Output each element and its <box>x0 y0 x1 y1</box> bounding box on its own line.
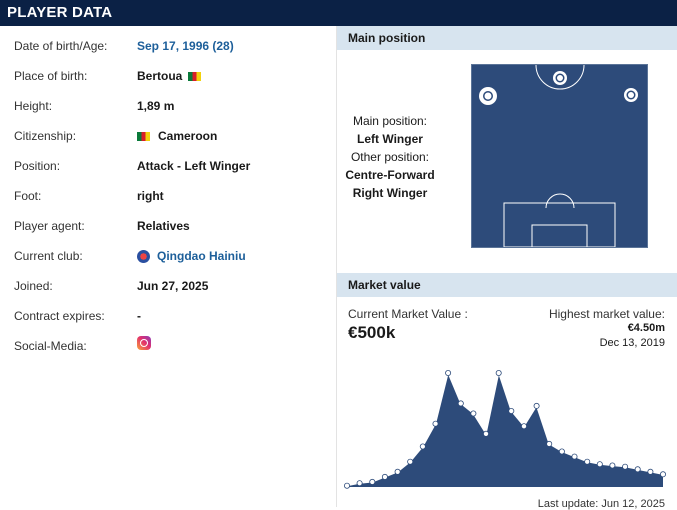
market-value-point[interactable] <box>381 473 388 480</box>
market-value-title: Market value <box>348 278 421 292</box>
info-row: Height: 1,89 m <box>0 91 336 121</box>
info-value-text: - <box>137 309 141 323</box>
info-label: Joined: <box>14 279 53 293</box>
info-value-text: Relatives <box>137 219 190 233</box>
market-value-point[interactable] <box>432 420 439 427</box>
main-position-value[interactable]: Left Winger <box>357 132 423 146</box>
info-value: right <box>137 189 164 203</box>
market-value-point[interactable] <box>407 458 414 465</box>
info-row: Player agent: Relatives <box>0 211 336 241</box>
market-value-point[interactable] <box>659 471 666 478</box>
info-label: Height: <box>14 99 53 113</box>
info-row: Joined: Jun 27, 2025 <box>0 271 336 301</box>
market-value-point[interactable] <box>445 369 452 376</box>
market-value-point[interactable] <box>546 440 553 447</box>
other-position-label: Other position: <box>350 150 430 164</box>
other-position-value[interactable]: Centre-Forward <box>345 168 435 182</box>
info-value-text: Attack - Left Winger <box>137 159 251 173</box>
info-value: Bertoua <box>137 69 202 83</box>
market-value-point[interactable] <box>470 410 477 417</box>
info-value <box>137 336 151 350</box>
market-value-point[interactable] <box>622 463 629 470</box>
info-label: Citizenship: <box>14 129 77 143</box>
market-value-point[interactable] <box>482 430 489 437</box>
info-row: Contract expires: - <box>0 301 336 331</box>
info-label: Current club: <box>14 249 83 263</box>
info-value-text[interactable]: Qingdao Hainiu <box>157 249 246 263</box>
market-value-point[interactable] <box>596 461 603 468</box>
market-value-point[interactable] <box>584 458 591 465</box>
highest-market-value-date: Dec 13, 2019 <box>599 337 665 349</box>
info-row: Date of birth/Age: Sep 17, 1996 (28) <box>0 31 336 61</box>
info-value: Jun 27, 2025 <box>137 279 208 293</box>
last-update: Last update: Jun 12, 2025 <box>537 498 665 510</box>
info-label: Place of birth: <box>14 69 88 83</box>
info-value-text: Bertoua <box>137 69 183 83</box>
info-row: Position: Attack - Left Winger <box>0 151 336 181</box>
market-value-point[interactable] <box>647 468 654 475</box>
info-label: Foot: <box>14 189 42 203</box>
market-value-point[interactable] <box>533 402 540 409</box>
section-title: PLAYER DATA <box>7 4 113 21</box>
instagram-icon[interactable] <box>137 336 151 350</box>
info-label: Date of birth/Age: <box>14 39 108 53</box>
pitch-lines <box>479 65 638 247</box>
player-info-panel: Date of birth/Age: Sep 17, 1996 (28) Place… <box>0 26 336 507</box>
main-position-header: Main position <box>337 26 677 50</box>
highest-market-value: €4.50m <box>627 322 665 334</box>
position-text: Main position: Left Winger Other positio… <box>340 112 440 202</box>
info-row: Citizenship: Cameroon <box>0 121 336 151</box>
market-value-point[interactable] <box>356 480 363 487</box>
info-value: Attack - Left Winger <box>137 159 250 173</box>
current-market-value-label: Current Market Value : <box>348 307 468 321</box>
market-value-area <box>347 373 663 487</box>
info-label: Position: <box>14 159 61 173</box>
info-value: 1,89 m <box>137 99 174 113</box>
market-value-point[interactable] <box>495 369 502 376</box>
market-value-point[interactable] <box>457 400 464 407</box>
panel-divider <box>336 26 337 507</box>
info-value: - <box>137 309 141 323</box>
info-row: Foot: right <box>0 181 336 211</box>
cameroon-flag-icon <box>137 131 150 141</box>
market-value-point[interactable] <box>571 453 578 460</box>
market-value-chart <box>344 369 666 489</box>
main-position-title: Main position <box>348 31 426 45</box>
info-value-text: right <box>137 189 164 203</box>
info-row: Current club: Qingdao Hainiu <box>0 241 336 271</box>
market-value-point[interactable] <box>558 448 565 455</box>
info-value[interactable]: Qingdao Hainiu <box>137 249 246 263</box>
market-value-point[interactable] <box>344 482 350 489</box>
info-value[interactable]: Sep 17, 1996 (28) <box>137 39 234 53</box>
cameroon-flag-icon <box>188 71 202 81</box>
market-value-point[interactable] <box>508 408 515 415</box>
info-row: Social-Media: <box>0 331 336 361</box>
info-value-text: Jun 27, 2025 <box>137 279 209 293</box>
player-data-header: PLAYER DATA <box>0 0 677 26</box>
position-pitch <box>471 64 648 248</box>
current-market-value: €500k <box>348 323 396 342</box>
market-value-point[interactable] <box>419 443 426 450</box>
info-row: Place of birth: Bertoua <box>0 61 336 91</box>
position-markers <box>479 71 638 105</box>
market-value-point[interactable] <box>394 468 401 475</box>
club-badge-icon[interactable] <box>137 249 150 263</box>
market-value-header: Market value <box>337 273 677 297</box>
info-label: Player agent: <box>14 219 85 233</box>
market-value-point[interactable] <box>369 478 376 485</box>
main-position-label: Main position: <box>352 114 428 128</box>
info-value: Cameroon <box>137 129 217 143</box>
info-label: Contract expires: <box>14 309 105 323</box>
info-value-text[interactable]: Sep 17, 1996 (28) <box>137 39 234 53</box>
other-position-value[interactable]: Right Winger <box>352 186 428 200</box>
highest-market-value-label: Highest market value: <box>548 307 665 321</box>
market-value-point[interactable] <box>634 466 641 473</box>
info-value: Relatives <box>137 219 190 233</box>
info-value-text: 1,89 m <box>137 99 175 113</box>
info-value-text: Cameroon <box>158 129 218 143</box>
market-value-point[interactable] <box>520 423 527 430</box>
info-label: Social-Media: <box>14 339 87 353</box>
market-value-point[interactable] <box>609 462 616 469</box>
